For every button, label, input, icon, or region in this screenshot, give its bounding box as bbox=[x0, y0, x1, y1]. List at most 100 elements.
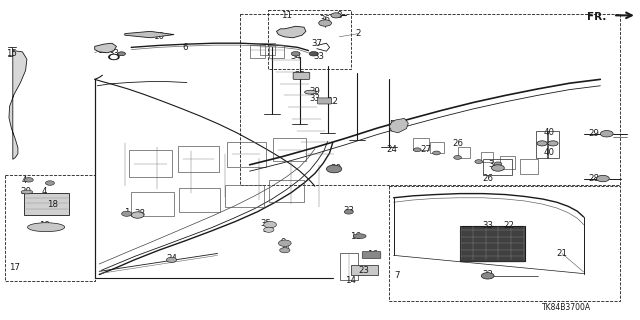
Bar bbox=[131, 192, 174, 216]
Text: FR.: FR. bbox=[588, 12, 607, 22]
Polygon shape bbox=[389, 118, 408, 133]
Bar bbox=[547, 131, 559, 158]
Text: 18: 18 bbox=[47, 200, 58, 209]
Bar bbox=[179, 188, 220, 212]
FancyBboxPatch shape bbox=[317, 98, 332, 104]
Text: 33: 33 bbox=[108, 49, 120, 58]
Text: 33: 33 bbox=[309, 94, 321, 103]
Text: 35: 35 bbox=[260, 219, 271, 228]
Bar bbox=[500, 156, 515, 169]
Bar bbox=[520, 159, 538, 174]
Bar bbox=[481, 152, 493, 162]
Circle shape bbox=[291, 52, 300, 56]
Polygon shape bbox=[9, 51, 27, 159]
Text: 6: 6 bbox=[183, 43, 188, 52]
Text: 11: 11 bbox=[281, 12, 292, 20]
Text: 28: 28 bbox=[588, 174, 600, 183]
Text: 4: 4 bbox=[42, 187, 47, 196]
Text: 12: 12 bbox=[327, 97, 339, 106]
Bar bbox=[351, 265, 378, 275]
Circle shape bbox=[122, 211, 132, 216]
Text: 15: 15 bbox=[6, 49, 17, 58]
Text: 33: 33 bbox=[313, 52, 324, 61]
Bar bbox=[273, 138, 306, 161]
Circle shape bbox=[326, 165, 342, 173]
Circle shape bbox=[481, 273, 494, 279]
Circle shape bbox=[319, 20, 332, 26]
Bar bbox=[240, 14, 620, 185]
Bar bbox=[460, 226, 525, 261]
Bar bbox=[227, 142, 266, 167]
Text: 27: 27 bbox=[420, 145, 431, 154]
Text: 30: 30 bbox=[330, 164, 342, 173]
Circle shape bbox=[264, 227, 274, 232]
Bar bbox=[340, 253, 358, 280]
Text: 26: 26 bbox=[482, 174, 493, 183]
Circle shape bbox=[475, 160, 483, 164]
Text: 31: 31 bbox=[262, 225, 273, 234]
Text: 24: 24 bbox=[386, 145, 397, 154]
Circle shape bbox=[600, 131, 613, 137]
Text: 24: 24 bbox=[279, 244, 291, 253]
Text: 20: 20 bbox=[20, 187, 31, 196]
Circle shape bbox=[111, 55, 117, 59]
Text: 1: 1 bbox=[124, 208, 129, 217]
Text: 2: 2 bbox=[356, 29, 361, 38]
Text: 17: 17 bbox=[8, 263, 20, 272]
Bar bbox=[458, 147, 470, 158]
Bar bbox=[24, 193, 69, 215]
Circle shape bbox=[280, 248, 290, 253]
Circle shape bbox=[344, 210, 353, 214]
Ellipse shape bbox=[353, 234, 366, 239]
Text: TK84B3700A: TK84B3700A bbox=[542, 303, 591, 312]
Circle shape bbox=[492, 165, 504, 171]
Text: 22: 22 bbox=[503, 221, 515, 230]
Bar bbox=[536, 131, 548, 158]
Circle shape bbox=[309, 52, 318, 56]
Bar bbox=[5, 175, 95, 281]
Text: 10: 10 bbox=[153, 32, 164, 41]
Text: 8: 8 bbox=[337, 11, 342, 20]
Circle shape bbox=[109, 54, 119, 60]
Polygon shape bbox=[95, 43, 116, 53]
Bar bbox=[268, 10, 351, 69]
Ellipse shape bbox=[28, 223, 65, 232]
Text: 7: 7 bbox=[394, 271, 399, 280]
Text: 33: 33 bbox=[343, 206, 355, 215]
FancyBboxPatch shape bbox=[362, 252, 381, 259]
Text: 13: 13 bbox=[97, 46, 108, 55]
Bar bbox=[269, 180, 305, 202]
Text: 19: 19 bbox=[40, 221, 50, 230]
Circle shape bbox=[548, 141, 558, 146]
Bar bbox=[225, 185, 264, 207]
Text: 25: 25 bbox=[294, 71, 305, 80]
Bar bbox=[389, 186, 620, 301]
Text: 34: 34 bbox=[290, 52, 301, 61]
Text: 23: 23 bbox=[358, 266, 369, 275]
Bar bbox=[483, 159, 512, 175]
Circle shape bbox=[131, 212, 144, 218]
Bar bbox=[177, 146, 219, 172]
Circle shape bbox=[264, 221, 276, 228]
Text: 33: 33 bbox=[482, 221, 493, 230]
Circle shape bbox=[433, 151, 440, 155]
Bar bbox=[129, 150, 172, 177]
Text: 36: 36 bbox=[319, 15, 331, 24]
Text: 39: 39 bbox=[310, 87, 320, 96]
Text: 5: 5 bbox=[389, 120, 394, 129]
Circle shape bbox=[537, 141, 547, 146]
Text: 29: 29 bbox=[589, 129, 599, 138]
Circle shape bbox=[45, 181, 54, 185]
Bar bbox=[430, 142, 444, 153]
Text: 14: 14 bbox=[345, 276, 356, 285]
Text: 40: 40 bbox=[543, 148, 555, 157]
Circle shape bbox=[413, 148, 421, 152]
Polygon shape bbox=[125, 31, 174, 38]
Text: 38: 38 bbox=[134, 209, 145, 218]
Text: 4: 4 bbox=[22, 176, 27, 185]
Circle shape bbox=[494, 162, 502, 166]
Text: 21: 21 bbox=[556, 249, 568, 258]
Ellipse shape bbox=[305, 90, 316, 94]
Circle shape bbox=[278, 240, 291, 246]
Text: 37: 37 bbox=[311, 39, 323, 48]
